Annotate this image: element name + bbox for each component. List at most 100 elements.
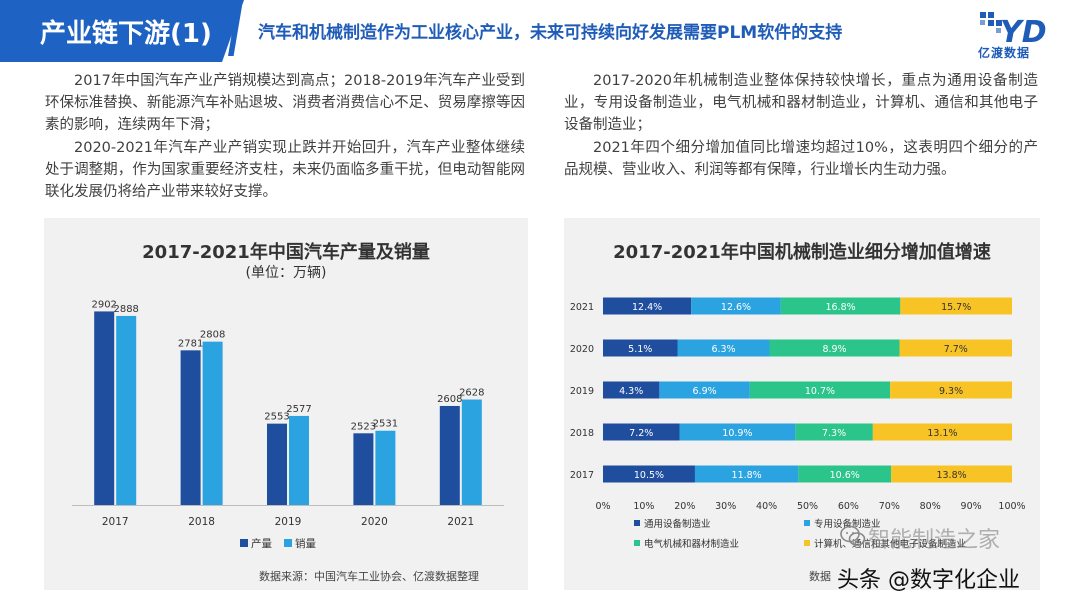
data-label-production-2017: 2902 — [91, 299, 116, 310]
page-title: 产业链下游(1) — [0, 0, 244, 62]
legend-swatch-sales — [284, 539, 292, 547]
bar-segment-1-2019 — [603, 381, 660, 399]
machinery-chart-title: 2017-2021年中国机械制造业细分增加值增速 — [613, 242, 991, 263]
legend-label-2: 专用设备制造业 — [814, 518, 881, 530]
data-label-segment-1-2019: 4.3% — [619, 386, 643, 397]
bar-production-2019 — [267, 423, 287, 505]
bar-segment-1-2017 — [603, 465, 695, 483]
x-tick-label-2020: 2020 — [361, 516, 388, 528]
machinery-chart-source: 数据 — [809, 570, 831, 583]
legend-label-production: 产量 — [251, 537, 272, 550]
data-label-production-2019: 2553 — [264, 412, 289, 423]
x-tick-label-0: 0% — [595, 501, 610, 512]
legend-label-1: 通用设备制造业 — [644, 518, 711, 530]
car-chart-title: 2017-2021年中国汽车产量及销量 — [142, 242, 430, 263]
y-tick-label-2017: 2017 — [570, 470, 594, 481]
legend-swatch-2 — [804, 520, 810, 526]
y-tick-label-2019: 2019 — [570, 386, 594, 397]
bar-sales-2019 — [289, 415, 309, 505]
data-label-segment-3-2018: 7.3% — [822, 428, 846, 439]
data-label-sales-2020: 2531 — [373, 419, 398, 430]
y-tick-label-2018: 2018 — [570, 428, 594, 439]
page-header: 产业链下游(1) 汽车和机械制造作为工业核心产业，未来可持续向好发展需要PLM软… — [0, 0, 1080, 62]
legend-label-3: 电气机械和器材制造业 — [644, 538, 739, 550]
data-label-segment-3-2021: 16.8% — [825, 302, 855, 313]
car-chart-panel: 2017-2021年中国汽车产量及销量 (单位：万辆) 2902 2888 2017… — [44, 218, 528, 590]
bar-segment-2-2018 — [679, 423, 796, 441]
bar-sales-2020 — [375, 430, 396, 505]
data-label-segment-2-2020: 6.3% — [711, 344, 735, 355]
data-label-segment-1-2018: 7.2% — [629, 428, 653, 439]
wechat-icon — [840, 525, 866, 546]
bar-segment-3-2017 — [798, 465, 892, 483]
data-label-segment-1-2020: 5.1% — [628, 344, 652, 355]
car-chart-source: 数据来源：中国汽车工业协会、亿渡数据整理 — [259, 570, 479, 583]
logo-text: 亿渡数据 — [978, 46, 1031, 60]
machinery-chart: 2021 12.4% 12.6% 16.8% 15.7% 2020 5.1% 6.3% 8.9%… — [570, 297, 1026, 550]
bar-segment-4-2019 — [890, 381, 1012, 399]
data-label-segment-4-2018: 13.1% — [927, 428, 957, 439]
bar-segment-4-2018 — [872, 423, 1012, 441]
bar-segment-4-2017 — [891, 465, 1012, 483]
x-tick-label-2: 20% — [674, 501, 695, 512]
bar-segment-1-2018 — [603, 423, 680, 441]
legend-swatch-1 — [634, 520, 640, 526]
bar-segment-2-2020 — [677, 339, 770, 357]
car-chart-subtitle: (单位：万辆) — [245, 265, 327, 281]
x-tick-label-3: 30% — [715, 501, 736, 512]
bar-segment-3-2019 — [749, 381, 891, 399]
page-subtitle: 汽车和机械制造作为工业核心产业，未来可持续向好发展需要PLM软件的支持 — [258, 23, 843, 43]
x-tick-label-9: 90% — [961, 501, 982, 512]
bar-segment-3-2020 — [769, 339, 900, 357]
bar-production-2017 — [94, 311, 115, 505]
bar-segment-4-2021 — [900, 297, 1012, 315]
bar-segment-1-2021 — [603, 297, 692, 315]
data-label-production-2018: 2781 — [178, 338, 203, 349]
data-label-segment-2-2021: 12.6% — [721, 302, 751, 313]
data-label-sales-2019: 2577 — [286, 404, 311, 415]
data-label-production-2021: 2608 — [437, 394, 462, 405]
bar-sales-2018 — [202, 341, 223, 505]
legend-swatch-3 — [634, 540, 640, 546]
data-label-segment-1-2021: 12.4% — [632, 302, 662, 313]
data-label-production-2020: 2523 — [351, 421, 376, 432]
y-tick-label-2020: 2020 — [570, 344, 594, 355]
data-label-segment-3-2019: 10.7% — [805, 386, 835, 397]
bar-segment-3-2018 — [795, 423, 873, 441]
y-tick-label-2021: 2021 — [570, 302, 594, 313]
x-tick-label-10: 100% — [998, 501, 1025, 512]
right-paragraph-2: 2021年四个细分增加值同比增速均超过10%，这表明四个细分的产品规模、营业收入… — [564, 140, 1038, 178]
legend-label-sales: 销量 — [295, 537, 316, 550]
x-tick-label-2019: 2019 — [275, 516, 302, 528]
bar-segment-2-2019 — [659, 381, 750, 399]
data-label-segment-2-2017: 11.8% — [732, 470, 762, 481]
data-label-sales-2021: 2628 — [459, 388, 484, 399]
data-label-segment-4-2020: 7.7% — [944, 344, 968, 355]
legend-swatch-4 — [804, 540, 810, 546]
left-paragraph-1: 2017年中国汽车产业产销规模达到高点；2018-2019年汽车产业受到环保标准… — [45, 73, 525, 133]
data-label-segment-2-2018: 10.9% — [722, 428, 752, 439]
bar-production-2021 — [439, 405, 460, 505]
data-label-segment-4-2019: 9.3% — [939, 386, 963, 397]
bar-sales-2017 — [116, 315, 137, 505]
bar-segment-4-2020 — [899, 339, 1012, 357]
x-tick-label-2021: 2021 — [447, 516, 474, 528]
data-label-sales-2017: 2888 — [113, 304, 138, 315]
data-label-segment-3-2020: 8.9% — [822, 344, 846, 355]
right-paragraph-1: 2017-2020年机械制造业整体保持较快增长，重点为通用设备制造业，专用设备制… — [564, 73, 1038, 133]
data-label-segment-4-2017: 13.8% — [936, 470, 966, 481]
watermark-line-1: 智能制造之家 — [868, 528, 1001, 553]
bar-sales-2021 — [461, 399, 482, 505]
legend-swatch-production — [240, 539, 248, 547]
bar-production-2020 — [353, 433, 374, 505]
machinery-chart-panel: 2017-2021年中国机械制造业细分增加值增速 2021 12.4% 12.6% 1… — [564, 218, 1040, 590]
x-tick-label-6: 60% — [838, 501, 859, 512]
data-label-segment-2-2019: 6.9% — [693, 386, 717, 397]
data-label-segment-4-2021: 15.7% — [941, 302, 971, 313]
data-label-sales-2018: 2808 — [200, 330, 225, 341]
watermark-line-2: 头条 @数字化企业 — [837, 568, 1020, 593]
x-tick-label-4: 40% — [756, 501, 777, 512]
logo-mark-text: YD — [1000, 15, 1047, 50]
bar-segment-2-2021 — [691, 297, 781, 315]
